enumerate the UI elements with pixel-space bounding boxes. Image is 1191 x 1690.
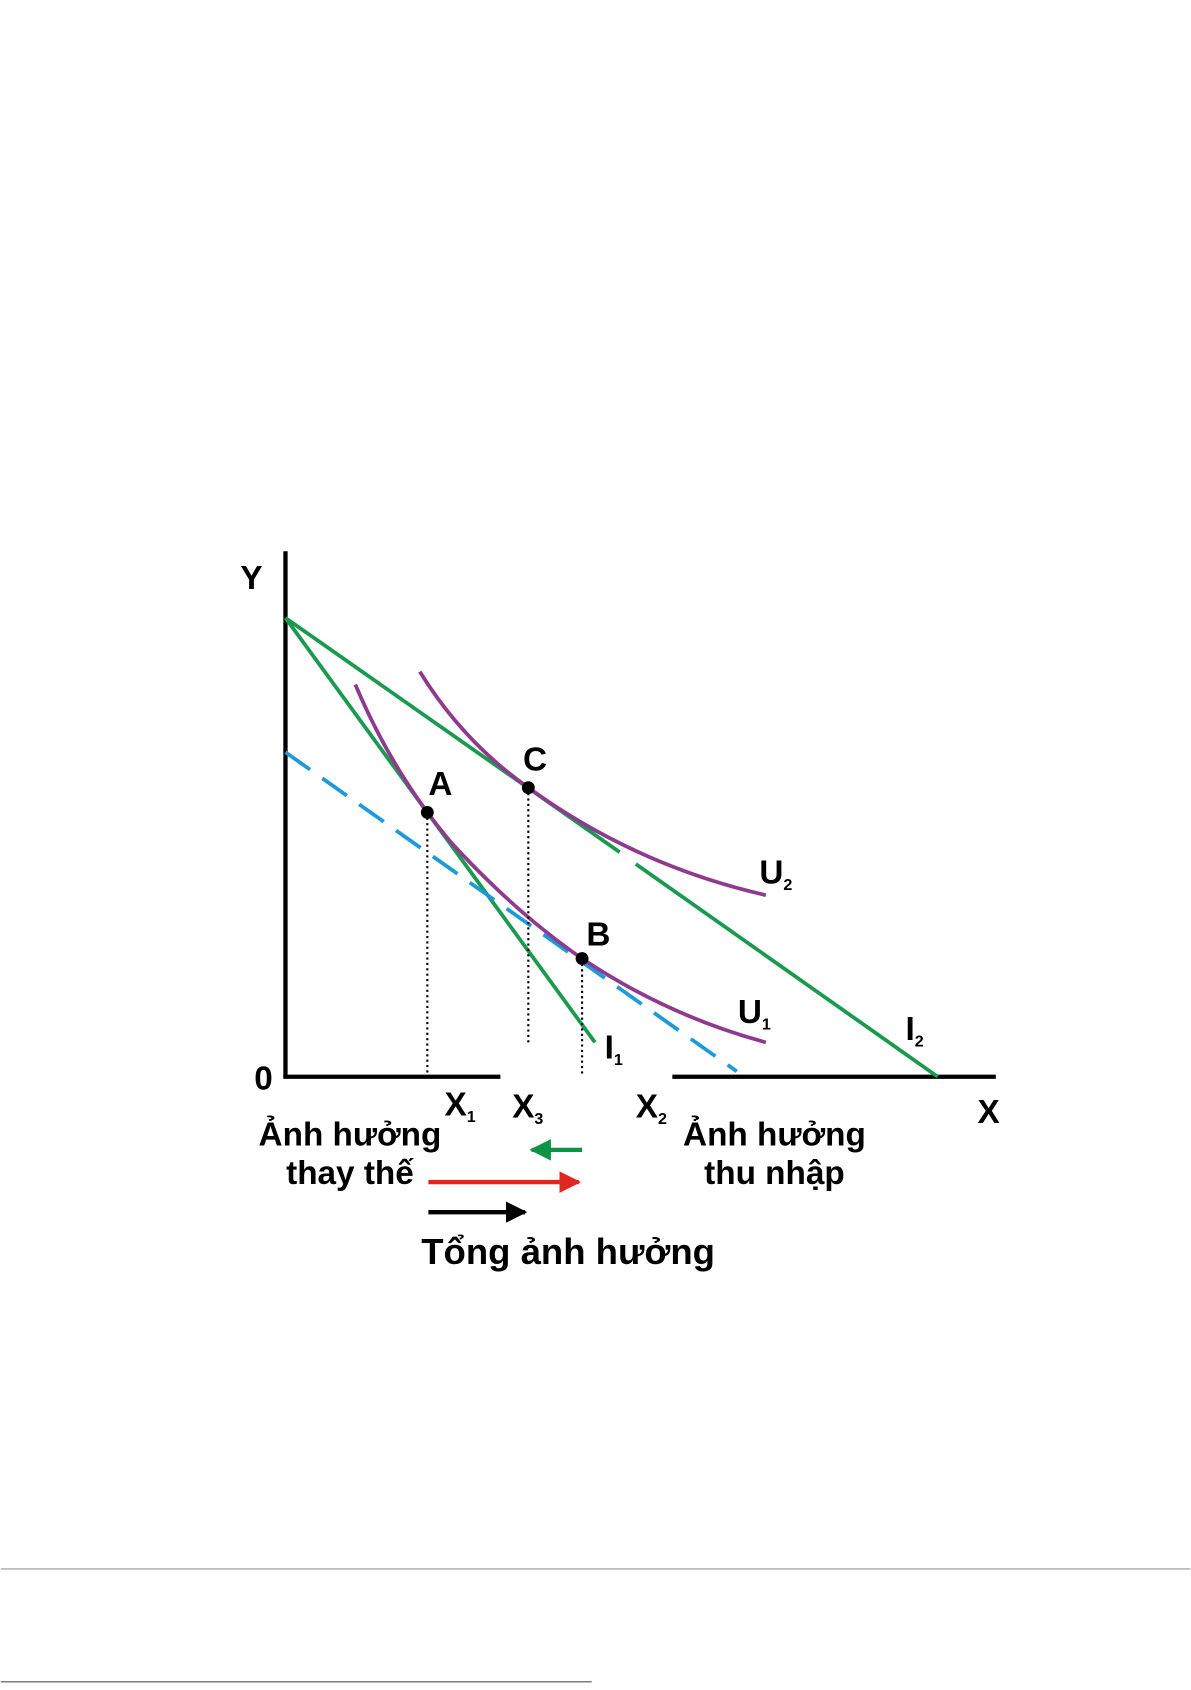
origin-label: 0: [254, 1061, 273, 1098]
curve-label: U2: [759, 854, 792, 893]
point-label: A: [428, 766, 452, 803]
annotation: Ảnh hưởng: [259, 1116, 442, 1154]
annotation: thay thế: [286, 1155, 414, 1192]
indifference-curve-u2: [418, 670, 767, 897]
curve-label: U1: [738, 994, 771, 1033]
annotation: Tổng ảnh hưởng: [421, 1231, 715, 1272]
compensated-budget-line: [284, 750, 738, 1073]
annotation: thu nhập: [704, 1155, 845, 1192]
budget-line-2: [284, 616, 939, 1079]
x-label: X3: [512, 1089, 543, 1128]
point: [420, 805, 434, 819]
point: [575, 952, 589, 966]
point-label: B: [586, 917, 610, 954]
x-axis-label: X: [978, 1094, 1000, 1131]
y-axis-label: Y: [240, 560, 262, 597]
x-label: X2: [636, 1089, 667, 1128]
point: [521, 781, 535, 795]
indifference-curve-u1: [353, 683, 767, 1045]
curve-label: I1: [605, 1029, 623, 1068]
point-label: C: [523, 742, 547, 779]
annotation: Ảnh hưởng: [683, 1116, 866, 1154]
curve-label: I2: [906, 1011, 924, 1050]
x-label: X1: [445, 1086, 476, 1125]
